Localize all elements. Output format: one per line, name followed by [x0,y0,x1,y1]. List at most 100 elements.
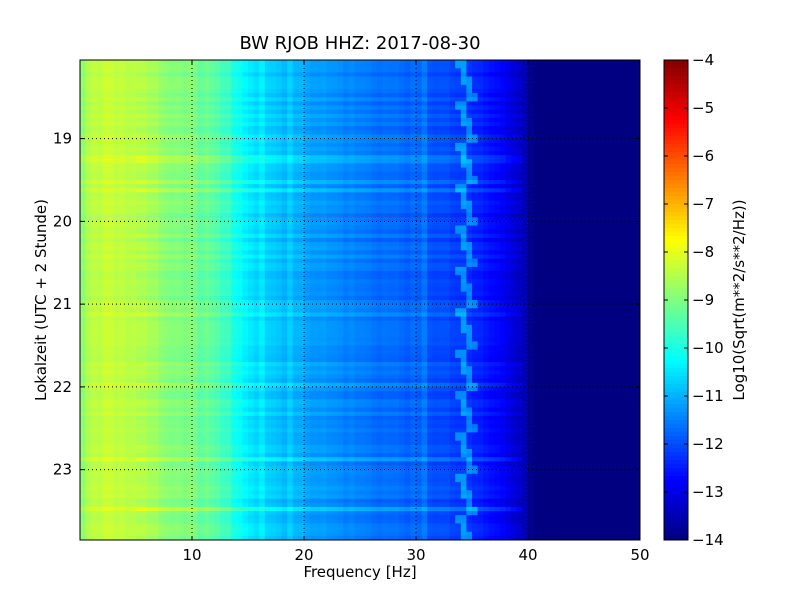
heatmap-cell [113,155,120,160]
heatmap-cell [259,76,266,82]
heatmap-cell [589,237,596,243]
heatmap-cell [444,242,450,247]
heatmap-cell [595,72,602,77]
heatmap-cell [309,229,316,235]
heatmap-cell [382,97,389,102]
heatmap-cell [617,117,624,123]
heatmap-cell [360,258,366,264]
heatmap-cell [158,225,165,231]
heatmap-cell [466,254,473,260]
heatmap-cell [264,233,271,239]
heatmap-cell [511,88,518,94]
heatmap-cell [544,93,551,98]
heatmap-cell [388,151,394,156]
heatmap-cell [270,142,277,148]
heatmap-cell [309,184,316,189]
heatmap-cell [466,130,473,135]
heatmap-cell [578,159,585,164]
heatmap-cell [572,101,579,106]
heatmap-cell [108,221,114,226]
heatmap-cell [180,126,187,131]
heatmap-cell [511,262,518,268]
heatmap-cell [231,105,238,111]
heatmap-cell [634,213,641,218]
heatmap-cell [589,64,596,69]
heatmap-cell [231,225,238,231]
heatmap-cell [326,142,333,148]
heatmap-cell [488,76,495,82]
heatmap-cell [572,64,579,69]
heatmap-cell [427,196,434,202]
heatmap-cell [281,72,288,77]
heatmap-cell [264,221,271,226]
heatmap-cell [320,88,327,94]
heatmap-cell [152,229,159,235]
heatmap-cell [169,221,176,226]
heatmap-cell [119,208,126,214]
heatmap-cell [449,175,456,181]
heatmap-cell [516,159,523,164]
heatmap-cell [533,142,540,148]
heatmap-cell [320,180,327,185]
heatmap-cell [152,217,159,222]
heatmap-cell [136,101,142,106]
heatmap-cell [192,200,198,206]
heatmap-cell [298,229,305,235]
heatmap-cell [567,72,574,77]
heatmap-cell [472,196,478,202]
heatmap-cell [270,80,277,86]
heatmap-cell [80,254,86,260]
heatmap-cell [533,180,540,185]
heatmap-cell [516,155,523,160]
heatmap-cell [376,122,383,127]
heatmap-cell [102,76,109,82]
heatmap-cell [500,68,506,73]
heatmap-cell [203,64,210,69]
heatmap-cell [96,134,103,140]
heatmap-cell [124,213,131,218]
heatmap-cell [455,242,462,247]
heatmap-cell [186,138,193,144]
heatmap-cell [276,60,282,65]
heatmap-cell [494,167,501,173]
heatmap-cell [220,60,226,65]
heatmap-cell [399,117,406,123]
heatmap-cell [309,130,316,135]
heatmap-cell [488,142,495,148]
heatmap-cell [516,93,523,98]
heatmap-cell [343,208,350,214]
heatmap-cell [91,134,98,140]
heatmap-cell [500,196,506,202]
heatmap-cell [326,204,333,210]
heatmap-cell [376,93,383,98]
heatmap-cell [584,163,590,168]
heatmap-cell [600,171,607,177]
heatmap-cell [365,233,372,239]
heatmap-cell [477,171,484,177]
heatmap-cell [304,101,310,106]
heatmap-cell [141,250,148,255]
heatmap-cell [186,72,193,77]
heatmap-cell [399,105,406,111]
heatmap-cell [231,64,238,69]
heatmap-cell [236,113,243,119]
heatmap-cell [298,93,305,98]
heatmap-cell [124,196,131,202]
heatmap-cell [360,113,366,119]
heatmap-cell [589,229,596,235]
heatmap-cell [175,171,182,177]
heatmap-cell [382,109,389,115]
heatmap-cell [180,122,187,127]
heatmap-cell [472,167,478,173]
heatmap-cell [511,76,518,82]
heatmap-cell [220,155,226,160]
heatmap-cell [248,225,254,231]
heatmap-cell [628,171,635,177]
heatmap-cell [343,146,350,152]
heatmap-cell [606,250,613,255]
heatmap-cell [332,105,338,111]
heatmap-cell [410,109,417,115]
heatmap-cell [287,180,294,185]
heatmap-cell [393,213,400,218]
heatmap-cell [617,105,624,111]
